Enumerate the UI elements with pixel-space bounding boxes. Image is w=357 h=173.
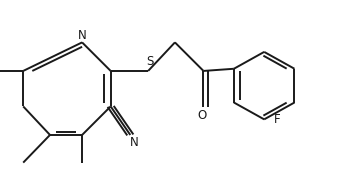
Text: F: F — [274, 113, 281, 126]
Text: S: S — [146, 55, 154, 68]
Text: O: O — [197, 108, 206, 122]
Text: N: N — [78, 29, 86, 42]
Text: N: N — [130, 136, 138, 149]
